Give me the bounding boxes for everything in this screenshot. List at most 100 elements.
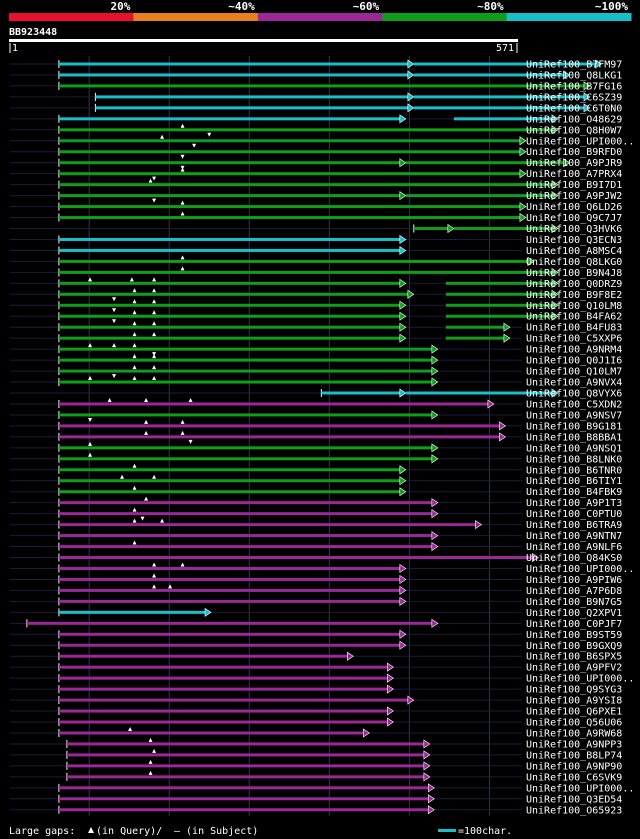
hit-row[interactable]: UniRef100_B6TIY1 <box>10 474 622 488</box>
hit-label[interactable]: UniRef100_B9GXQ9 <box>526 641 622 652</box>
hit-label[interactable]: UniRef100_B4FU83 <box>526 323 622 334</box>
hit-row[interactable]: UniRef100_A9PJW2 <box>10 191 622 203</box>
hit-row[interactable]: UniRef100_Q6LD26 <box>10 200 622 214</box>
hit-row[interactable]: UniRef100_B7FG16 <box>10 81 622 92</box>
hit-label[interactable]: UniRef100_B6TNR0 <box>526 465 622 476</box>
hit-label[interactable]: UniRef100_Q84KS0 <box>526 553 622 564</box>
hit-row[interactable]: UniRef100_A9PIW6 <box>10 573 622 586</box>
hit-label[interactable]: UniRef100_A9P1T3 <box>526 498 622 509</box>
hit-label[interactable]: UniRef100_A9PJR9 <box>526 158 622 169</box>
hit-label[interactable]: UniRef100_Q8H0W7 <box>526 125 622 136</box>
hit-label[interactable]: UniRef100_C6SZ39 <box>526 92 622 103</box>
hit-label[interactable]: UniRef100_B8LP74 <box>526 750 622 761</box>
hit-row[interactable]: UniRef100_Q3ED54 <box>10 794 622 805</box>
hit-label[interactable]: UniRef100_A9NTN7 <box>526 531 622 542</box>
hit-row[interactable]: UniRef100_A9RW68 <box>10 726 622 740</box>
hit-row[interactable]: UniRef100_Q8VYX6 <box>10 388 622 400</box>
hit-label[interactable]: UniRef100_A9NSQ1 <box>526 443 622 454</box>
hit-row[interactable]: UniRef100_B9I7D1 <box>10 178 622 192</box>
hit-row[interactable]: UniRef100_A9YSI8 <box>10 695 622 707</box>
hit-label[interactable]: UniRef100_B6TIY1 <box>526 476 622 487</box>
hit-row[interactable]: UniRef100_A9NSV7 <box>10 410 622 422</box>
hit-label[interactable]: UniRef100_Q3ECN3 <box>526 235 622 246</box>
hit-label[interactable]: UniRef100_Q2XPV1 <box>526 608 622 619</box>
hit-row[interactable]: UniRef100_Q6PXE1 <box>10 706 622 718</box>
hit-label[interactable]: UniRef100_C0PTU0 <box>526 509 622 520</box>
hit-row[interactable]: UniRef100_B6TNR0 <box>10 463 622 477</box>
hit-row[interactable]: UniRef100_Q8LKG1 <box>10 70 622 81</box>
hit-row[interactable]: UniRef100_B8BBA1 <box>10 430 622 444</box>
hit-label[interactable]: UniRef100_B7FG16 <box>526 81 622 92</box>
hit-row[interactable]: UniRef100_A9NTN7 <box>10 531 622 542</box>
hit-label[interactable]: UniRef100_B9RFD0 <box>526 147 622 158</box>
hit-label[interactable]: UniRef100_B6TRA9 <box>526 520 622 531</box>
hit-label[interactable]: UniRef100_A7P6D8 <box>526 586 622 597</box>
hit-label[interactable]: UniRef100_C6T0N0 <box>526 103 622 114</box>
hit-row[interactable]: UniRef100_B6SPX5 <box>10 651 622 663</box>
hit-row[interactable]: UniRef100_B9F8E2 <box>10 288 622 302</box>
hit-label[interactable]: UniRef100_C5XXP6 <box>526 334 622 345</box>
hit-label[interactable]: UniRef100_B9G181 <box>526 421 622 432</box>
hit-label[interactable]: UniRef100_B8LNK0 <box>526 454 622 465</box>
hit-label[interactable]: UniRef100_Q10LM8 <box>526 301 622 312</box>
hit-row[interactable]: UniRef100_Q84KS0 <box>10 552 622 564</box>
hit-row[interactable]: UniRef100_Q8LKG0 <box>10 255 622 268</box>
hit-row[interactable]: UniRef100_C6T0N0 <box>10 103 622 114</box>
hit-label[interactable]: UniRef100_UPI000.. <box>526 136 634 147</box>
hit-label[interactable]: UniRef100_A9PIW6 <box>526 575 622 586</box>
hit-label[interactable]: UniRef100_Q9SYG3 <box>526 685 622 696</box>
hit-label[interactable]: UniRef100_A9NVX4 <box>526 378 622 389</box>
hit-label[interactable]: UniRef100_B6SPX5 <box>526 652 622 663</box>
hit-label[interactable]: UniRef100_Q0DRZ9 <box>526 279 622 290</box>
hit-row[interactable]: UniRef100_C6SZ39 <box>10 92 622 103</box>
hit-label[interactable]: UniRef100_B4FBK9 <box>526 487 622 498</box>
hit-row[interactable]: UniRef100_Q9C7J7 <box>10 211 622 225</box>
hit-row[interactable]: UniRef100_UPI000.. <box>10 673 634 685</box>
hit-row[interactable]: UniRef100_A7P6D8 <box>10 584 622 597</box>
hit-label[interactable]: UniRef100_A9PJW2 <box>526 191 622 202</box>
hit-label[interactable]: UniRef100_A9NSV7 <box>526 410 622 421</box>
hit-row[interactable]: UniRef100_Q8H0W7 <box>10 123 622 137</box>
hit-row[interactable]: UniRef100_A9NP90 <box>10 759 622 773</box>
hit-label[interactable]: UniRef100_C0PJF7 <box>526 619 622 630</box>
hit-row[interactable]: UniRef100_A9PFV2 <box>10 662 622 674</box>
hit-row[interactable]: UniRef100_B4FA62 <box>10 310 622 324</box>
hit-row[interactable]: UniRef100_A9NPP3 <box>10 737 622 751</box>
hit-label[interactable]: UniRef100_UPI000.. <box>526 564 634 575</box>
hit-row[interactable]: UniRef100_O65923 <box>10 805 622 816</box>
hit-label[interactable]: UniRef100_Q3ED54 <box>526 794 622 805</box>
hit-label[interactable]: UniRef100_A9RW68 <box>526 728 622 739</box>
hit-row[interactable]: UniRef100_B6TRA9 <box>10 518 622 532</box>
hit-row[interactable]: UniRef100_B9G181 <box>10 419 622 433</box>
hit-label[interactable]: UniRef100_B9F8E2 <box>526 290 622 301</box>
hit-row[interactable]: UniRef100_O48629 <box>10 114 622 125</box>
hit-row[interactable]: UniRef100_B9ST59 <box>10 629 622 641</box>
hit-row[interactable]: UniRef100_B4FBK9 <box>10 485 622 499</box>
hit-label[interactable]: UniRef100_A9NPP3 <box>526 739 622 750</box>
hit-label[interactable]: UniRef100_B9N7G5 <box>526 597 622 608</box>
hit-row[interactable]: UniRef100_B8LP74 <box>10 748 622 762</box>
hit-label[interactable]: UniRef100_C5XDN2 <box>526 399 622 410</box>
hit-label[interactable]: UniRef100_B4FA62 <box>526 312 622 323</box>
hit-label[interactable]: UniRef100_Q3HVK6 <box>526 224 622 235</box>
hit-label[interactable]: UniRef100_Q9C7J7 <box>526 213 622 224</box>
hit-label[interactable]: UniRef100_A9NRM4 <box>526 345 622 356</box>
hit-label[interactable]: UniRef100_A9NLF6 <box>526 542 622 553</box>
hit-label[interactable]: UniRef100_A9YSI8 <box>526 696 622 707</box>
hit-label[interactable]: UniRef100_B9N4J8 <box>526 268 622 279</box>
hit-row[interactable]: UniRef100_Q3ECN3 <box>10 234 622 246</box>
hit-label[interactable]: UniRef100_B8BBA1 <box>526 432 622 443</box>
hit-label[interactable]: UniRef100_O48629 <box>526 114 622 125</box>
hit-label[interactable]: UniRef100_Q0J1I6 <box>526 356 622 367</box>
hit-row[interactable]: UniRef100_Q56U06 <box>10 717 622 729</box>
hit-row[interactable]: UniRef100_A9PJR9 <box>10 158 622 170</box>
hit-row[interactable]: UniRef100_Q10LM8 <box>10 299 622 313</box>
hit-label[interactable]: UniRef100_A9NP90 <box>526 761 622 772</box>
hit-row[interactable]: UniRef100_C5XDN2 <box>10 397 622 411</box>
hit-row[interactable]: UniRef100_A9NLF6 <box>10 540 622 554</box>
hit-row[interactable]: UniRef100_B8LNK0 <box>10 452 622 466</box>
hit-label[interactable]: UniRef100_B9I7D1 <box>526 180 622 191</box>
hit-row[interactable]: UniRef100_UPI000.. <box>10 134 634 148</box>
hit-row[interactable]: UniRef100_A7PRX4 <box>10 167 622 181</box>
hit-label[interactable]: UniRef100_A9PFV2 <box>526 663 622 674</box>
